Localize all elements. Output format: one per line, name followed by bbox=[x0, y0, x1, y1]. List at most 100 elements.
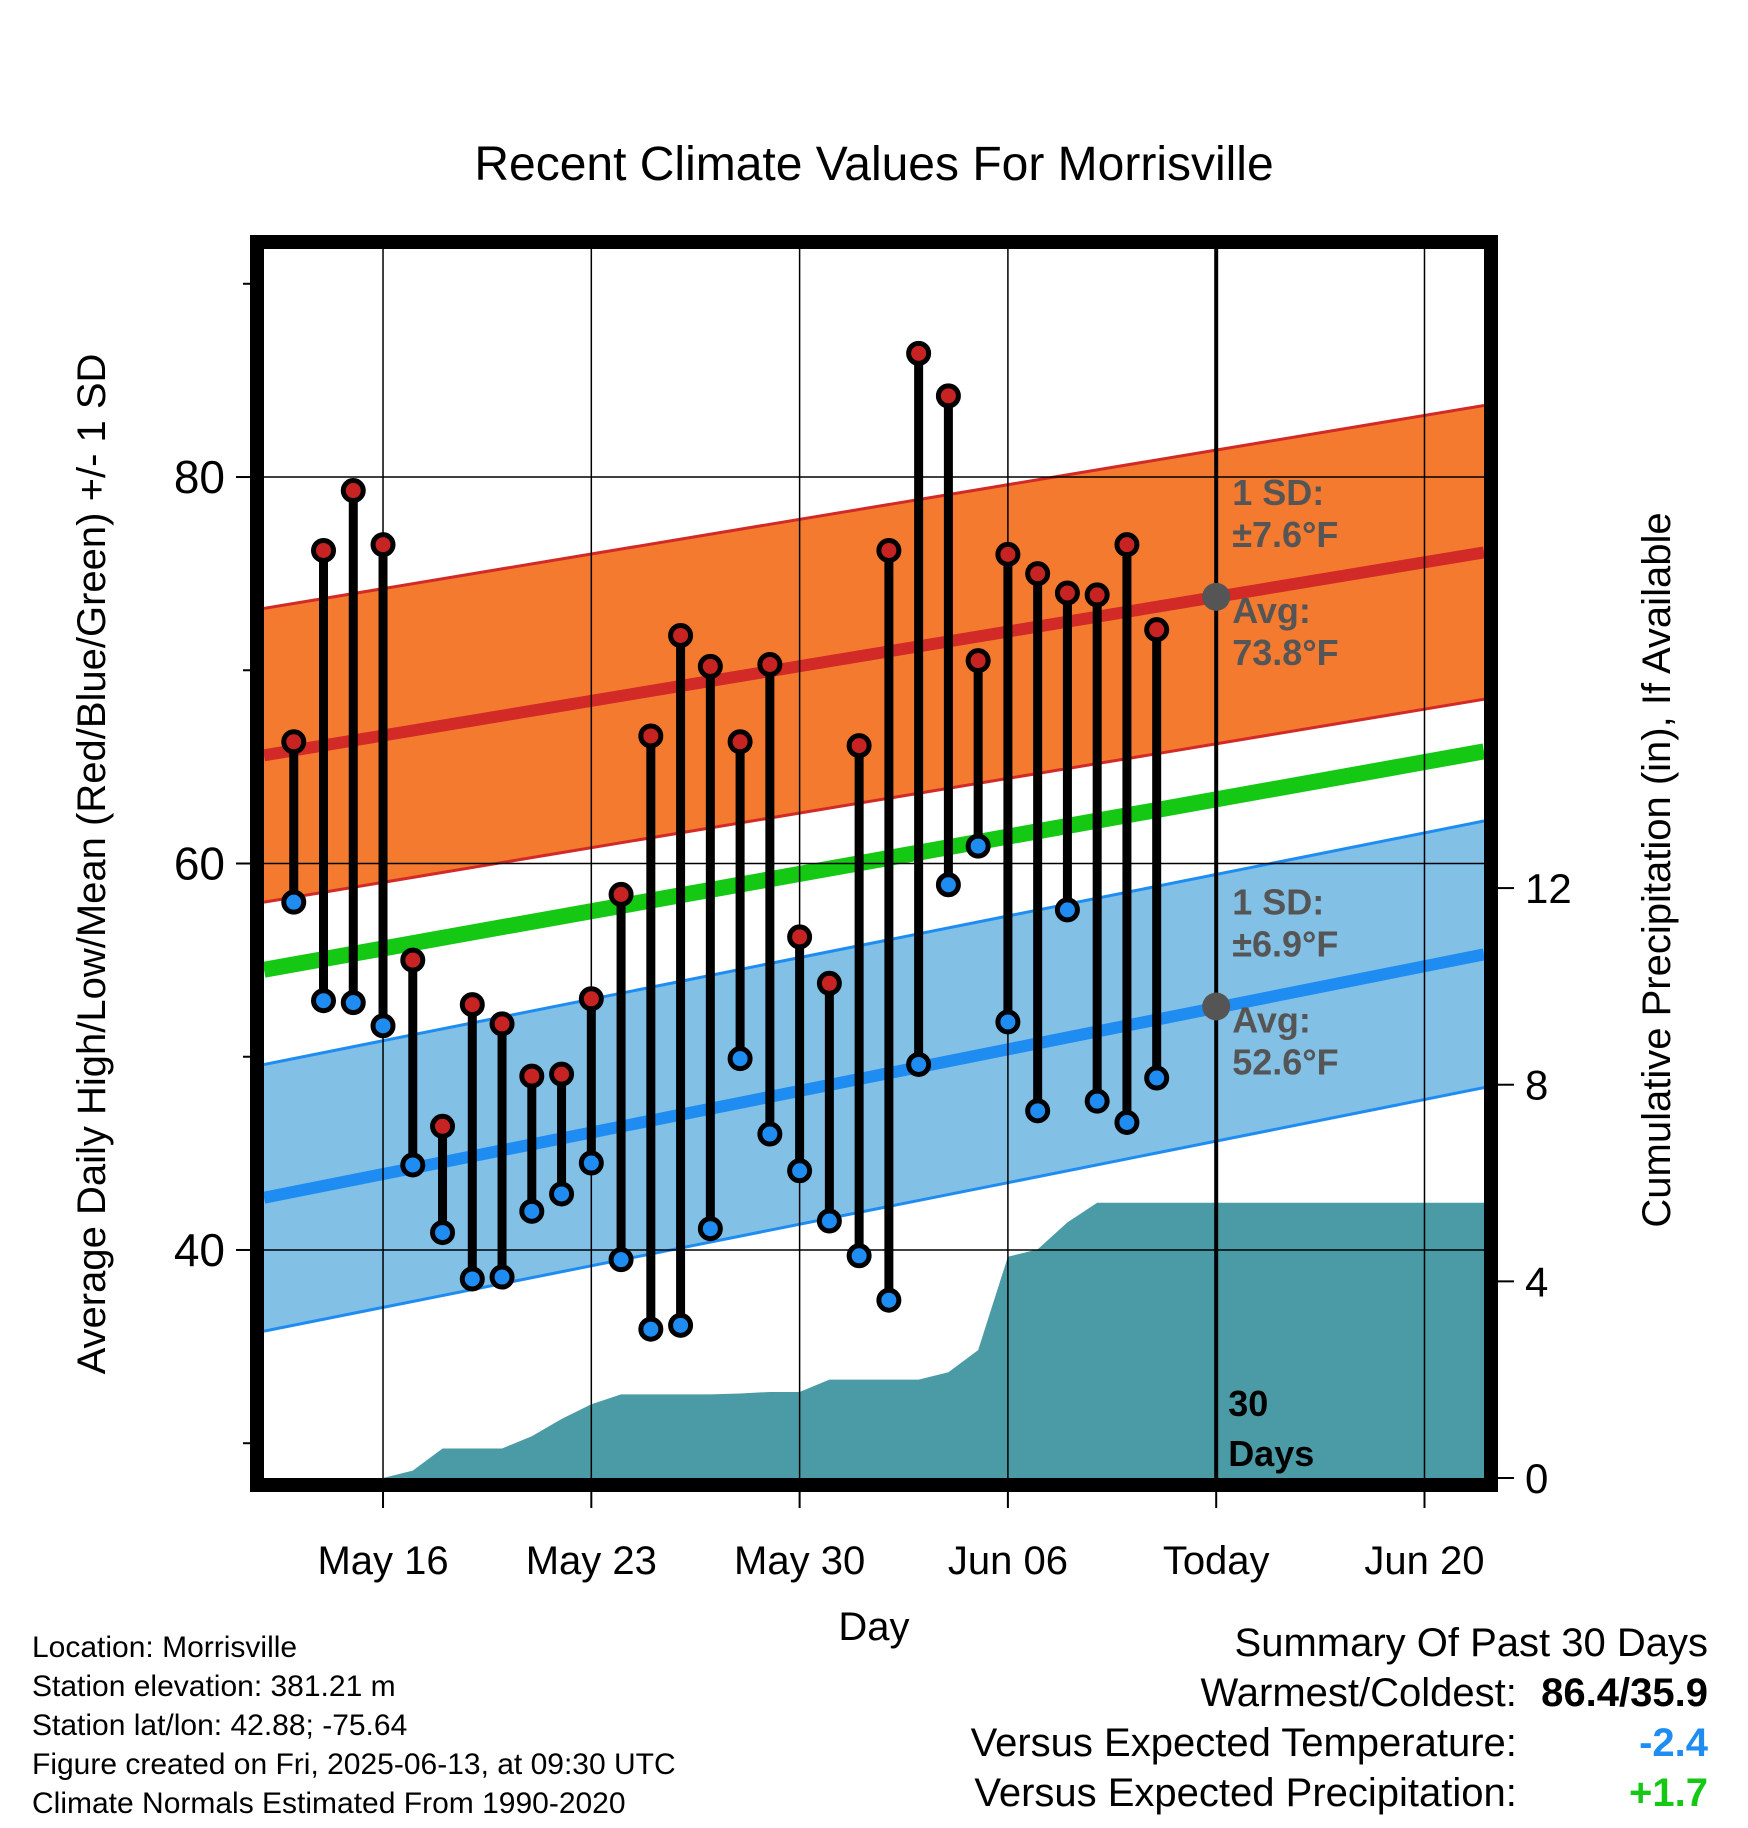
summary-heading: Summary Of Past 30 Days bbox=[1234, 1621, 1708, 1665]
chart-title: Recent Climate Values For Morrisville bbox=[474, 138, 1273, 191]
y2-tick-label: 12 bbox=[1525, 865, 1572, 912]
daily-low-point bbox=[370, 1013, 396, 1039]
created-text: Figure created on Fri, 2025-06-13, at 09… bbox=[32, 1748, 676, 1781]
temp-anomaly-value: -2.4 bbox=[1639, 1721, 1708, 1765]
y-tick-label: 80 bbox=[174, 451, 225, 503]
daily-low-point bbox=[549, 1181, 575, 1207]
y-tick-label: 60 bbox=[174, 838, 225, 890]
daily-high-point bbox=[1054, 580, 1080, 606]
daily-high-point bbox=[578, 986, 604, 1012]
normal-high-band-upper-edge bbox=[264, 404, 1484, 610]
low-sd-label: 1 SD: bbox=[1232, 881, 1324, 922]
daily-low-point bbox=[519, 1198, 545, 1224]
daily-low-point bbox=[489, 1264, 515, 1290]
daily-low-point bbox=[995, 1009, 1021, 1035]
x-tick-label: May 30 bbox=[734, 1539, 865, 1583]
temp-anomaly-row: Versus Expected Temperature: -2.4 bbox=[971, 1718, 1708, 1768]
daily-low-point bbox=[311, 988, 337, 1014]
daily-low-point bbox=[906, 1051, 932, 1077]
daily-high-point bbox=[281, 729, 307, 755]
daily-high-point bbox=[816, 970, 842, 996]
daily-low-point bbox=[787, 1158, 813, 1184]
daily-high-point bbox=[370, 532, 396, 558]
daily-low-point bbox=[459, 1266, 485, 1292]
daily-low-point bbox=[816, 1208, 842, 1234]
today-low-avg-dot bbox=[1202, 992, 1231, 1021]
today-high-avg-dot bbox=[1202, 582, 1231, 611]
daily-high-point bbox=[1084, 582, 1110, 608]
low-sd-value: ±6.9°F bbox=[1232, 923, 1338, 964]
x-tick-label: Jun 06 bbox=[948, 1539, 1068, 1583]
daily-high-point bbox=[995, 541, 1021, 567]
high-avg-value: 73.8°F bbox=[1232, 632, 1338, 673]
daily-low-point bbox=[608, 1247, 634, 1273]
daily-high-point bbox=[757, 651, 783, 677]
normal-high-line bbox=[264, 546, 1484, 762]
daily-high-point bbox=[400, 947, 426, 973]
y2-axis-label: Cumulative Precipitation (in), If Availa… bbox=[1635, 512, 1679, 1227]
plot-frame bbox=[250, 235, 1498, 1492]
daily-high-point bbox=[549, 1061, 575, 1087]
daily-low-point bbox=[1025, 1098, 1051, 1124]
daily-low-point bbox=[846, 1243, 872, 1269]
x-tick-label: Jun 20 bbox=[1364, 1539, 1484, 1583]
daily-low-point bbox=[757, 1121, 783, 1147]
normal-low-band-lower-edge bbox=[264, 1086, 1484, 1333]
warm-cold-label: Warmest/Coldest: bbox=[1200, 1671, 1517, 1715]
daily-low-point bbox=[578, 1150, 604, 1176]
daily-low-point bbox=[1144, 1065, 1170, 1091]
daily-high-point bbox=[340, 478, 366, 504]
precip-anomaly-label: Versus Expected Precipitation: bbox=[974, 1771, 1517, 1815]
x-axis-label: Day bbox=[838, 1605, 909, 1649]
daily-high-point bbox=[608, 881, 634, 907]
daily-high-point bbox=[519, 1063, 545, 1089]
precip-area bbox=[264, 1202, 1484, 1478]
summary-panel: Summary Of Past 30 Days Warmest/Coldest:… bbox=[971, 1618, 1708, 1818]
daily-high-point bbox=[1114, 532, 1140, 558]
normal-low-band-upper-edge bbox=[264, 819, 1484, 1066]
warm-cold-row: Warmest/Coldest: 86.4/35.9 bbox=[971, 1668, 1709, 1718]
daily-low-point bbox=[668, 1312, 694, 1338]
daily-low-point bbox=[876, 1287, 902, 1313]
elevation-text: Station elevation: 381.21 m bbox=[32, 1670, 396, 1703]
y-axis-label: Average Daily High/Low/Mean (Red/Blue/Gr… bbox=[70, 354, 114, 1375]
daily-low-point bbox=[1054, 897, 1080, 923]
daily-high-point bbox=[787, 924, 813, 950]
daily-high-point bbox=[489, 1011, 515, 1037]
latlon-text: Station lat/lon: 42.88; -75.64 bbox=[32, 1709, 408, 1742]
y-tick-label: 40 bbox=[174, 1224, 225, 1276]
low-avg-label: Avg: bbox=[1232, 999, 1311, 1040]
daily-low-point bbox=[697, 1216, 723, 1242]
window-label-text: Days bbox=[1228, 1433, 1314, 1474]
precip-anomaly-value: +1.7 bbox=[1629, 1771, 1708, 1815]
normal-mean-line bbox=[264, 743, 1484, 978]
high-sd-value: ±7.6°F bbox=[1232, 514, 1338, 555]
high-avg-label: Avg: bbox=[1232, 590, 1311, 631]
daily-high-point bbox=[846, 733, 872, 759]
daily-low-point bbox=[727, 1046, 753, 1072]
daily-low-point bbox=[638, 1316, 664, 1342]
daily-low-point bbox=[281, 889, 307, 915]
normals-text: Climate Normals Estimated From 1990-2020 bbox=[32, 1787, 626, 1820]
x-tick-label: Today bbox=[1163, 1539, 1270, 1583]
daily-high-point bbox=[965, 648, 991, 674]
daily-low-point bbox=[965, 833, 991, 859]
daily-high-point bbox=[459, 992, 485, 1018]
warm-cold-value: 86.4/35.9 bbox=[1541, 1671, 1708, 1715]
window-label-number: 30 bbox=[1228, 1383, 1268, 1424]
daily-high-point bbox=[1025, 561, 1051, 587]
daily-low-point bbox=[1084, 1088, 1110, 1114]
daily-high-point bbox=[906, 340, 932, 366]
daily-low-point bbox=[1114, 1109, 1140, 1135]
daily-high-point bbox=[638, 723, 664, 749]
y2-tick-label: 4 bbox=[1525, 1258, 1548, 1305]
daily-high-point bbox=[697, 653, 723, 679]
daily-low-point bbox=[430, 1220, 456, 1246]
daily-low-point bbox=[340, 990, 366, 1016]
x-tick-label: May 16 bbox=[317, 1539, 448, 1583]
x-tick-label: May 23 bbox=[526, 1539, 657, 1583]
daily-low-point bbox=[935, 872, 961, 898]
normal-high-band-lower-edge bbox=[264, 697, 1484, 904]
temp-anomaly-label: Versus Expected Temperature: bbox=[970, 1721, 1517, 1765]
